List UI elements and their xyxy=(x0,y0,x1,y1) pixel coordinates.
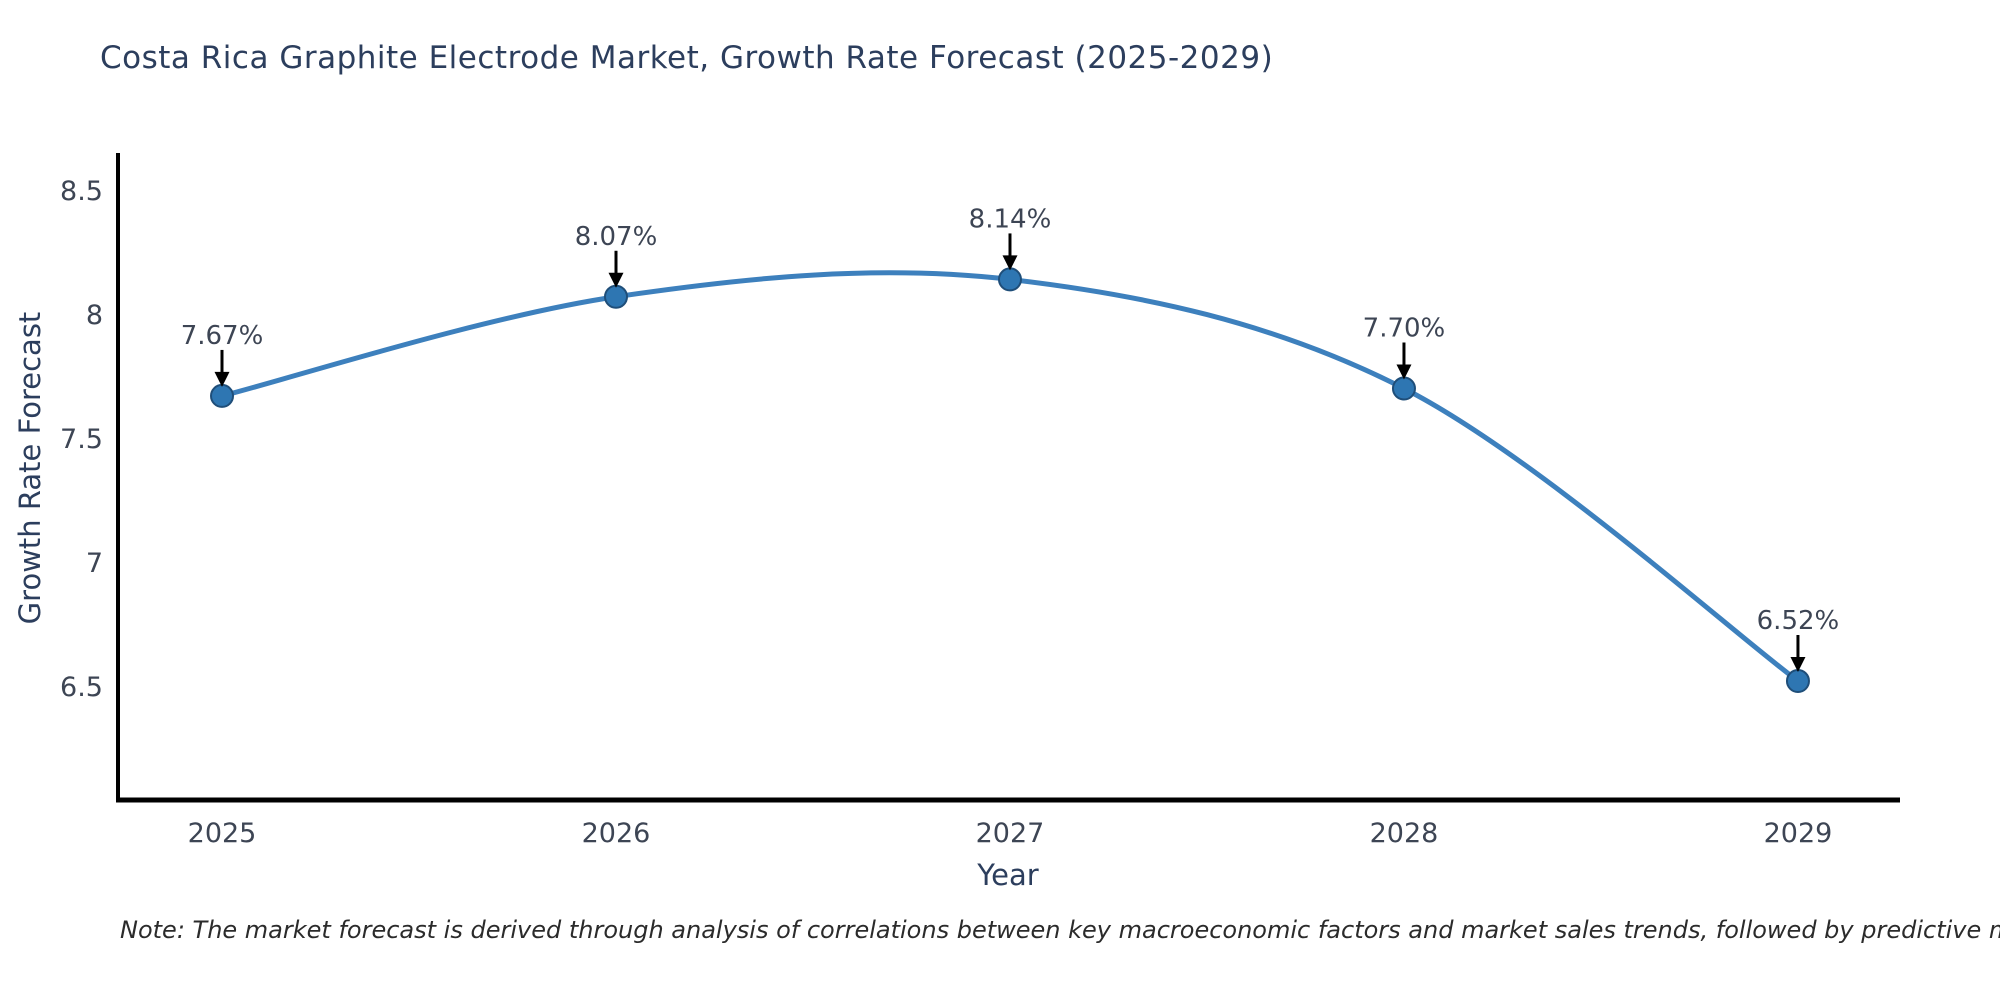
data-point-2027 xyxy=(997,267,1022,292)
data-label: 7.67% xyxy=(181,321,264,351)
annotation-arrowhead-icon xyxy=(608,272,624,288)
data-point-2029 xyxy=(1785,669,1810,694)
y-tick-label: 7 xyxy=(86,548,103,579)
y-tick-label: 7.5 xyxy=(60,424,103,455)
x-tick-label: 2027 xyxy=(976,818,1045,849)
y-tick-label: 6.5 xyxy=(60,672,103,703)
x-axis-title: Year xyxy=(977,858,1039,892)
data-point-2028 xyxy=(1391,376,1416,401)
data-point-2025 xyxy=(210,383,235,408)
footnote: Note: The market forecast is derived thr… xyxy=(120,916,2000,944)
data-label: 6.52% xyxy=(1757,606,1840,636)
annotation-arrowhead-icon xyxy=(1396,364,1412,380)
x-tick-label: 2028 xyxy=(1370,818,1439,849)
forecast-line xyxy=(221,270,1800,684)
chart-title: Costa Rica Graphite Electrode Market, Gr… xyxy=(100,40,1274,76)
y-tick-label: 8 xyxy=(86,300,103,331)
annotation-arrowhead-icon xyxy=(1002,255,1018,271)
x-tick-label: 2026 xyxy=(582,818,651,849)
data-label: 8.07% xyxy=(575,222,658,252)
data-label: 8.14% xyxy=(969,204,1052,234)
data-label: 7.70% xyxy=(1363,313,1446,343)
x-tick-label: 2029 xyxy=(1764,818,1833,849)
annotation-arrowhead-icon xyxy=(214,371,230,387)
data-point-2026 xyxy=(603,284,628,309)
x-tick-label: 2025 xyxy=(188,818,257,849)
y-tick-label: 8.5 xyxy=(60,176,103,207)
y-axis-title: Growth Rate Forecast xyxy=(13,311,47,625)
annotation-arrowhead-icon xyxy=(1790,657,1806,673)
